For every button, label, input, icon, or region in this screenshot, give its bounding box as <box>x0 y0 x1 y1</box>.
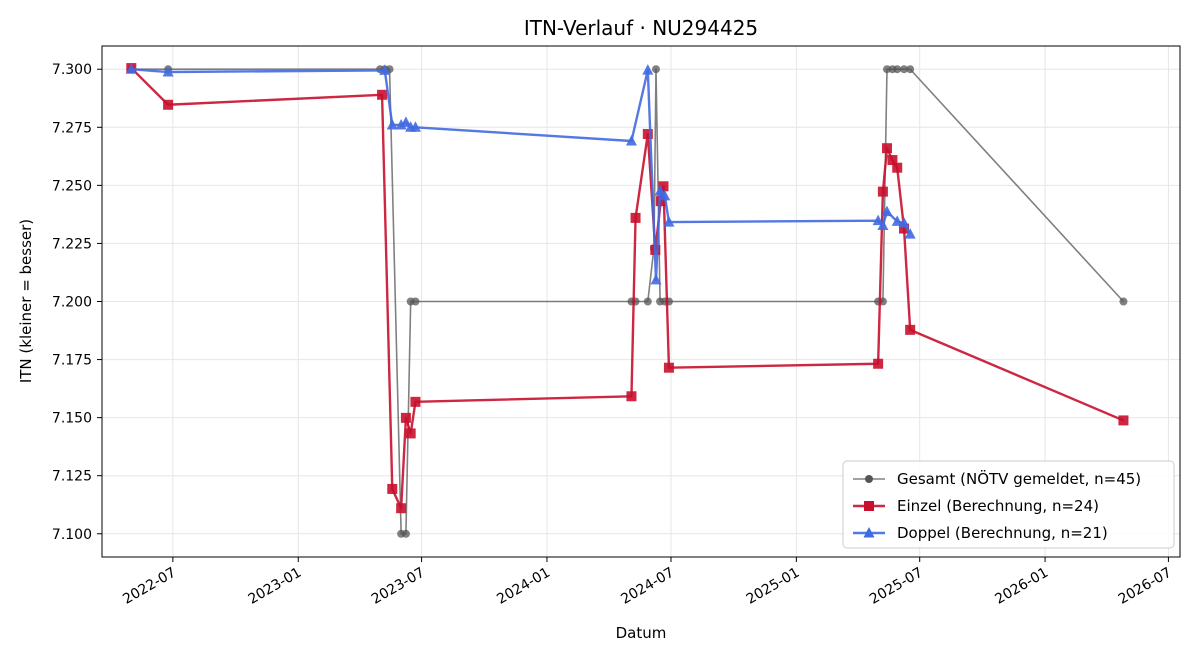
data-point-einzel <box>405 428 416 439</box>
x-tick-label: 2026-07 <box>1116 565 1175 608</box>
data-point-doppel <box>654 185 666 196</box>
data-point-einzel <box>892 162 903 173</box>
series-layer <box>125 63 1129 538</box>
data-point-doppel <box>898 216 910 228</box>
data-point-einzel <box>663 362 674 373</box>
data-point-doppel <box>642 64 654 75</box>
x-tick-label: 2023-07 <box>369 565 428 608</box>
data-point-doppel <box>904 228 916 239</box>
y-tick-label: 7.125 <box>52 469 92 485</box>
data-point-einzel <box>642 129 653 140</box>
data-point-einzel <box>1118 415 1129 426</box>
legend-box <box>842 460 1175 549</box>
data-point-doppel <box>125 63 137 74</box>
x-tick-label: 2025-01 <box>744 565 803 608</box>
x-tick-label: 2024-07 <box>618 565 677 608</box>
data-point-einzel <box>899 223 910 234</box>
x-tick-label: 2025-07 <box>867 565 926 608</box>
y-tick-label: 7.100 <box>52 527 92 543</box>
legend-marker <box>863 527 875 538</box>
data-point-gesamt <box>1119 297 1128 306</box>
data-point-doppel <box>625 134 637 146</box>
data-point-einzel <box>400 412 411 423</box>
data-point-doppel <box>379 64 391 75</box>
x-axis-label: Datum <box>616 624 667 642</box>
legend: Gesamt (NÖTV gemeldet, n=45) Einzel (Bere… <box>842 460 1175 549</box>
y-tick-label: 7.250 <box>52 178 92 194</box>
data-point-doppel <box>650 273 662 285</box>
data-point-einzel <box>873 358 884 369</box>
data-point-einzel <box>887 155 898 166</box>
data-point-einzel <box>658 181 669 192</box>
data-point-einzel <box>626 391 637 402</box>
data-point-doppel <box>872 214 884 226</box>
data-point-doppel <box>409 121 421 132</box>
data-point-doppel <box>877 219 889 231</box>
x-axis-ticks: 2022-07 2023-01 2023-07 2024-01 2024-07 2025-… <box>120 557 1174 608</box>
data-point-gesamt <box>651 65 660 74</box>
y-tick-label: 7.150 <box>52 411 92 427</box>
series-line-einzel <box>130 67 1124 510</box>
data-point-doppel <box>162 66 174 77</box>
series-doppel <box>125 63 916 285</box>
legend-label: Doppel (Berechnung, n=21) <box>897 524 1108 542</box>
x-tick-label: 2023-01 <box>246 565 305 608</box>
data-point-einzel <box>396 503 407 514</box>
data-point-doppel <box>659 189 671 201</box>
data-point-gesamt <box>893 65 902 74</box>
data-point-einzel <box>410 396 421 407</box>
data-point-doppel <box>891 215 903 226</box>
data-point-doppel <box>400 116 412 127</box>
x-tick-label: 2024-01 <box>494 565 553 608</box>
y-tick-label: 7.200 <box>52 295 92 311</box>
y-axis-ticks: 7.100 7.125 7.150 7.175 7.200 7.225 7.250 7.275… <box>52 62 102 543</box>
y-tick-label: 7.175 <box>52 353 92 369</box>
y-tick-label: 7.300 <box>52 62 92 78</box>
data-point-gesamt <box>411 297 420 306</box>
data-point-gesamt <box>401 529 410 538</box>
data-point-gesamt <box>900 65 909 74</box>
y-axis-label: ITN (kleiner = besser) <box>17 219 35 383</box>
data-point-gesamt <box>906 65 915 74</box>
y-tick-label: 7.275 <box>52 120 92 136</box>
x-tick-label: 2026-01 <box>992 565 1051 608</box>
legend-label: Einzel (Berechnung, n=24) <box>897 497 1099 515</box>
data-point-gesamt <box>643 297 652 306</box>
data-point-einzel <box>905 324 916 335</box>
data-point-einzel <box>377 89 388 100</box>
data-point-einzel <box>881 143 892 154</box>
data-point-doppel <box>386 118 398 130</box>
legend-marker <box>864 501 874 511</box>
data-point-einzel <box>877 186 888 197</box>
data-point-doppel <box>663 216 675 227</box>
data-point-doppel <box>881 205 893 217</box>
x-tick-label: 2022-07 <box>120 565 179 608</box>
y-tick-label: 7.225 <box>52 236 92 252</box>
legend-marker <box>865 475 873 483</box>
chart-title: ITN-Verlauf · NU294425 <box>524 16 758 40</box>
legend-label: Gesamt (NÖTV gemeldet, n=45) <box>897 469 1141 488</box>
data-point-einzel <box>387 483 398 494</box>
data-point-einzel <box>630 212 641 223</box>
data-point-einzel <box>163 99 174 110</box>
series-einzel <box>126 63 1129 514</box>
